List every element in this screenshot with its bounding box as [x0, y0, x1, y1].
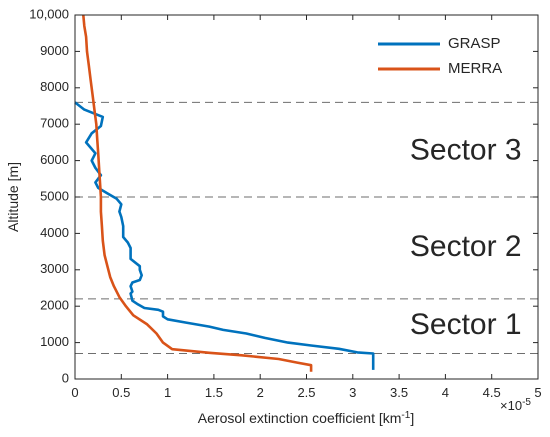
y-tick-label: 10,000: [29, 6, 69, 21]
x-tick-label: 1: [164, 385, 171, 400]
y-tick-label: 5000: [40, 188, 69, 203]
x-tick-label: 2: [257, 385, 264, 400]
x-tick-label: 1.5: [205, 385, 223, 400]
y-axis-label: Altitude [m]: [5, 162, 21, 232]
x-tick-label: 3.5: [390, 385, 408, 400]
y-tick-label: 0: [62, 370, 69, 385]
y-tick-label: 1000: [40, 334, 69, 349]
sector-label-3: Sector 3: [410, 133, 522, 166]
y-tick-label: 9000: [40, 43, 69, 58]
x-tick-label: 3: [349, 385, 356, 400]
legend-label-grasp: GRASP: [448, 35, 501, 52]
x-axis-label: Aerosol extinction coefficient [km-1]: [198, 410, 414, 427]
plot-area: Sector 3 Sector 2 Sector 1: [74, 14, 538, 372]
y-tick-label: 7000: [40, 116, 69, 131]
y-tick-label: 4000: [40, 225, 69, 240]
x-tick-label: 4: [442, 385, 449, 400]
legend: GRASP MERRA: [378, 35, 502, 77]
series-line-grasp: [74, 101, 375, 370]
series-line-merra: [82, 14, 313, 372]
legend-label-merra: MERRA: [448, 60, 502, 77]
y-tick-label: 2000: [40, 298, 69, 313]
axes: 0 0.5 1 1.5 2 2.5 3 3.5 4 4.5 5 0 1000 2000 3000 4000 50…: [5, 6, 542, 426]
sector-label-1: Sector 1: [410, 308, 522, 341]
x-tick-label: 0: [71, 385, 78, 400]
y-tick-label: 3000: [40, 261, 69, 276]
x-tick-label: 4.5: [483, 385, 501, 400]
x-tick-label: 5: [534, 385, 541, 400]
x-tick-label: 2.5: [297, 385, 315, 400]
x-tick-label: 0.5: [112, 385, 130, 400]
y-tick-label: 6000: [40, 152, 69, 167]
x-axis-multiplier: ×10-5: [500, 397, 531, 414]
sector-label-2: Sector 2: [410, 230, 522, 263]
y-tick-label: 8000: [40, 79, 69, 94]
